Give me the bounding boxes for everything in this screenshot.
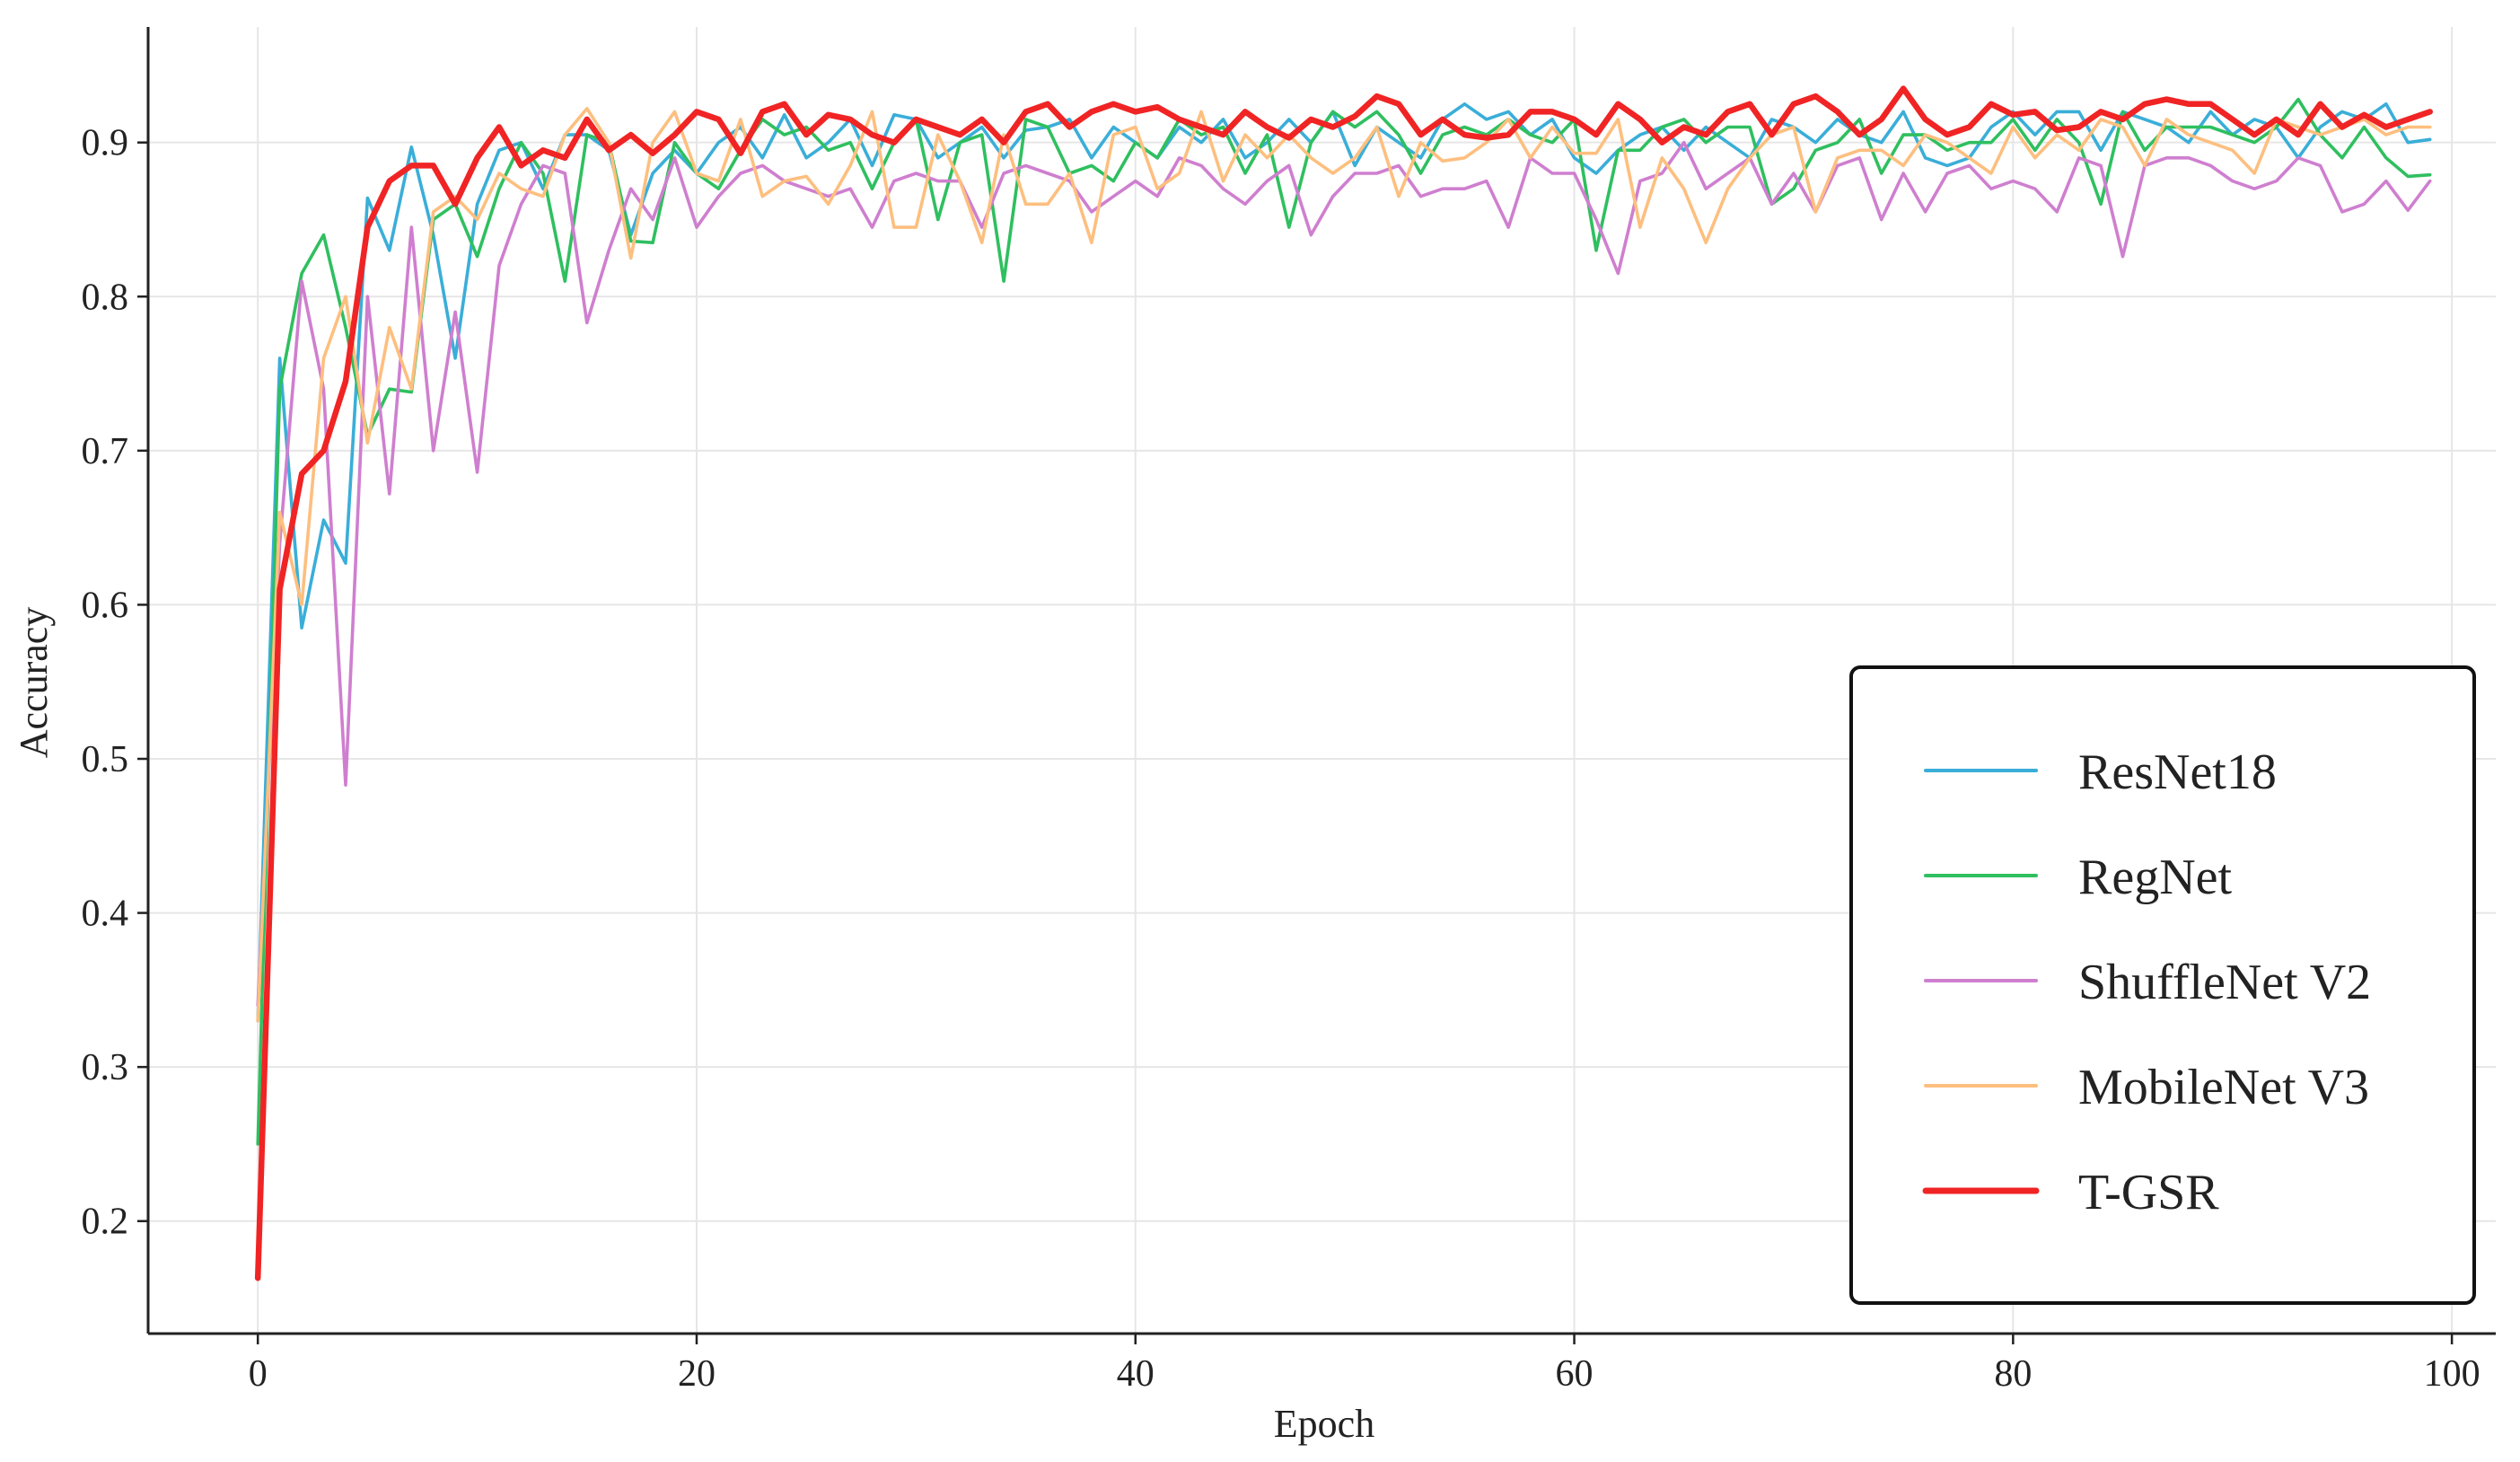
legend-box — [1849, 665, 2476, 1305]
ticks: 0 20 40 60 80 100 0.2 0.3 0.4 0.5 0.6 0.7 0.8 0.9 — [82, 123, 2480, 1395]
y-tick-label: 0.9 — [82, 123, 129, 164]
legend-label-regnet: RegNet — [2078, 850, 2233, 905]
legend-label-shufflenet-v2: ShuffleNet V2 — [2078, 955, 2371, 1010]
series-lines — [254, 85, 2433, 1281]
x-tick-label: 100 — [2424, 1353, 2480, 1395]
x-tick-label: 60 — [1556, 1353, 1594, 1395]
series-line-shufflenet-v2 — [256, 140, 2432, 1008]
y-axis-title: Accuracy — [12, 607, 56, 759]
x-tick-label: 40 — [1117, 1353, 1155, 1395]
x-tick-label: 80 — [1994, 1353, 2032, 1395]
y-tick-label: 0.6 — [82, 585, 129, 626]
y-tick-label: 0.5 — [82, 739, 129, 780]
legend: ResNet18 RegNet ShuffleNet V2 MobileNet V3 T… — [1849, 665, 2476, 1305]
y-tick-label: 0.4 — [82, 894, 129, 935]
series-line-t-gsr — [254, 85, 2433, 1281]
y-tick-label: 0.2 — [82, 1202, 129, 1243]
y-tick-label: 0.3 — [82, 1047, 129, 1088]
legend-items: ResNet18 RegNet ShuffleNet V2 MobileNet V3 T… — [1922, 744, 2371, 1220]
y-tick-label: 0.8 — [82, 277, 129, 318]
legend-label-mobilenet-v3: MobileNet V3 — [2078, 1060, 2369, 1115]
x-tick-label: 20 — [678, 1353, 716, 1395]
x-tick-label: 0 — [249, 1353, 268, 1395]
legend-label-resnet18: ResNet18 — [2078, 744, 2277, 800]
series-line-mobilenet-v3 — [256, 107, 2432, 1023]
legend-label-t-gsr: T-GSR — [2078, 1165, 2219, 1220]
x-axis-title: Epoch — [1274, 1402, 1374, 1446]
axes — [146, 27, 2496, 1335]
y-tick-label: 0.7 — [82, 431, 129, 472]
